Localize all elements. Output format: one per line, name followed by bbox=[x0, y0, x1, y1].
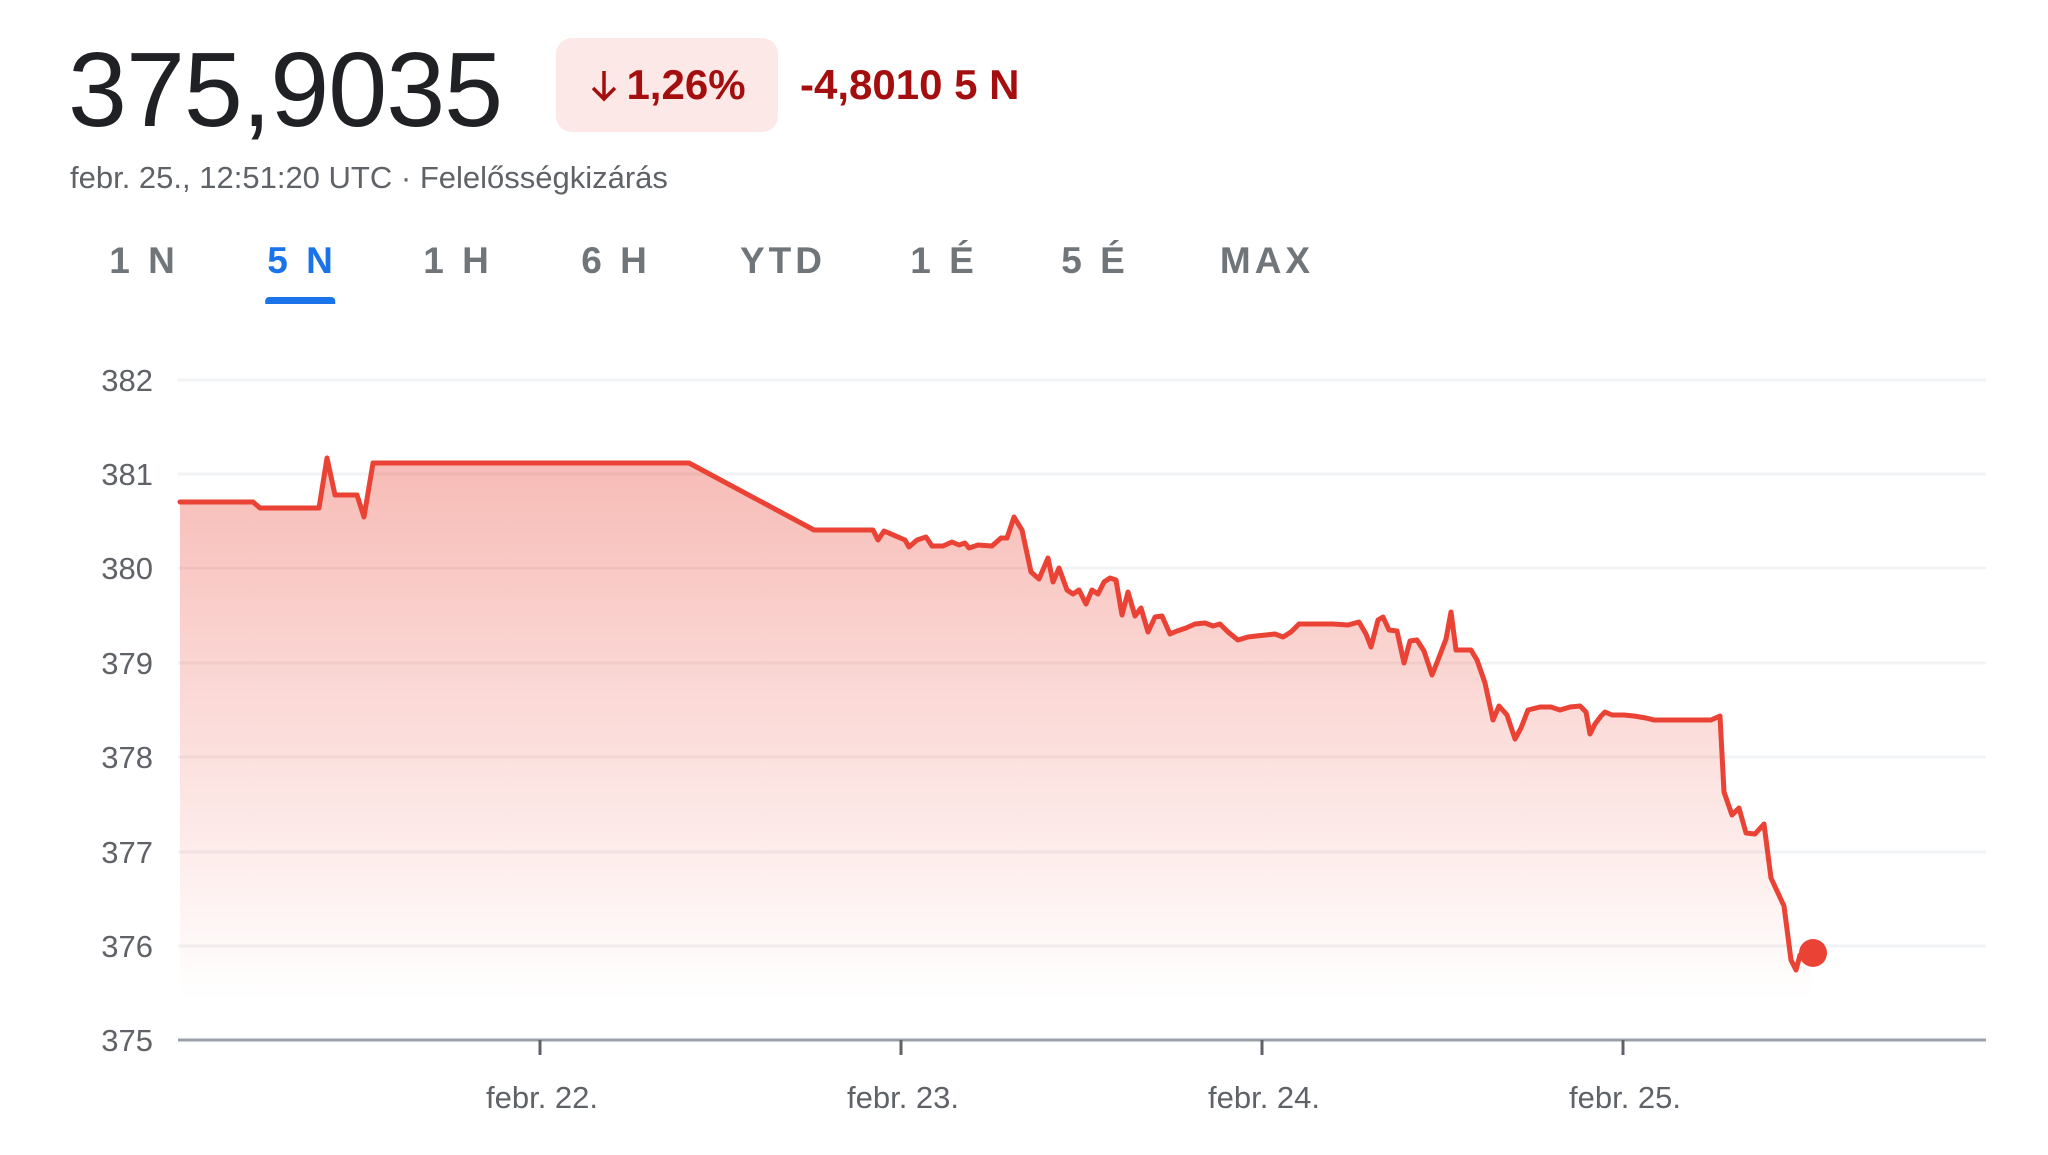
tab-6-months[interactable]: 6 H bbox=[581, 232, 651, 290]
y-tick-label: 377 bbox=[101, 835, 153, 870]
tab-ytd[interactable]: YTD bbox=[740, 232, 826, 290]
price-line bbox=[177, 455, 1814, 973]
x-tick-label: febr. 22. bbox=[486, 1080, 598, 1115]
change-value-row: -4,8010 5 N bbox=[800, 38, 1019, 132]
x-tick-label: febr. 24. bbox=[1208, 1080, 1320, 1115]
timestamp: febr. 25., 12:51:20 UTC bbox=[70, 160, 393, 195]
arrow-down-icon bbox=[592, 71, 617, 102]
tab-max[interactable]: MAX bbox=[1220, 232, 1314, 290]
tab-label: MAX bbox=[1219, 240, 1315, 281]
y-tick-label: 382 bbox=[101, 363, 153, 398]
tab-1-month[interactable]: 1 H bbox=[423, 232, 493, 290]
tab-5-days[interactable]: 5 N bbox=[265, 232, 337, 304]
current-price: 375,9035 bbox=[68, 31, 503, 149]
tab-1-year[interactable]: 1 É bbox=[910, 232, 978, 290]
time-range-tabs: 1 N 5 N 1 H 6 H YTD 1 É 5 É MAX bbox=[0, 232, 1400, 304]
timestamp-row: febr. 25., 12:51:20 UTC · Felelősségkizá… bbox=[70, 158, 668, 198]
change-percent-badge: 1,26% bbox=[556, 38, 778, 132]
x-tick-label: febr. 25. bbox=[1569, 1080, 1681, 1115]
tab-label: 6 H bbox=[581, 240, 651, 281]
current-value-marker bbox=[1799, 939, 1827, 967]
separator: · bbox=[392, 160, 420, 195]
y-tick-label: 378 bbox=[101, 740, 153, 775]
tab-label: 1 É bbox=[910, 240, 978, 281]
tab-label: 5 N bbox=[267, 240, 337, 281]
x-axis: febr. 22. febr. 23. febr. 24. febr. 25. bbox=[178, 1038, 1986, 1115]
disclaimer-link[interactable]: Felelősségkizárás bbox=[419, 160, 668, 195]
price-area-fill bbox=[180, 458, 1811, 1039]
tab-1-day[interactable]: 1 N bbox=[109, 232, 179, 290]
tab-5-years[interactable]: 5 É bbox=[1061, 232, 1129, 290]
change-value: -4,8010 bbox=[800, 61, 943, 108]
x-tick-label: febr. 23. bbox=[847, 1080, 959, 1115]
change-period: 5 N bbox=[954, 61, 1020, 108]
y-tick-label: 375 bbox=[101, 1023, 153, 1058]
tab-label: 5 É bbox=[1061, 240, 1129, 281]
tab-label: 1 N bbox=[109, 240, 179, 281]
y-axis-labels: 382 381 380 379 378 377 376 375 bbox=[101, 363, 153, 1058]
change-percent: 1,26% bbox=[626, 61, 746, 108]
y-tick-label: 381 bbox=[101, 457, 153, 492]
y-tick-label: 376 bbox=[101, 929, 153, 964]
tab-label: YTD bbox=[740, 240, 826, 281]
active-tab-indicator bbox=[265, 297, 335, 304]
y-tick-label: 380 bbox=[101, 551, 153, 586]
tab-label: 1 H bbox=[423, 240, 493, 281]
y-tick-label: 379 bbox=[101, 646, 153, 681]
